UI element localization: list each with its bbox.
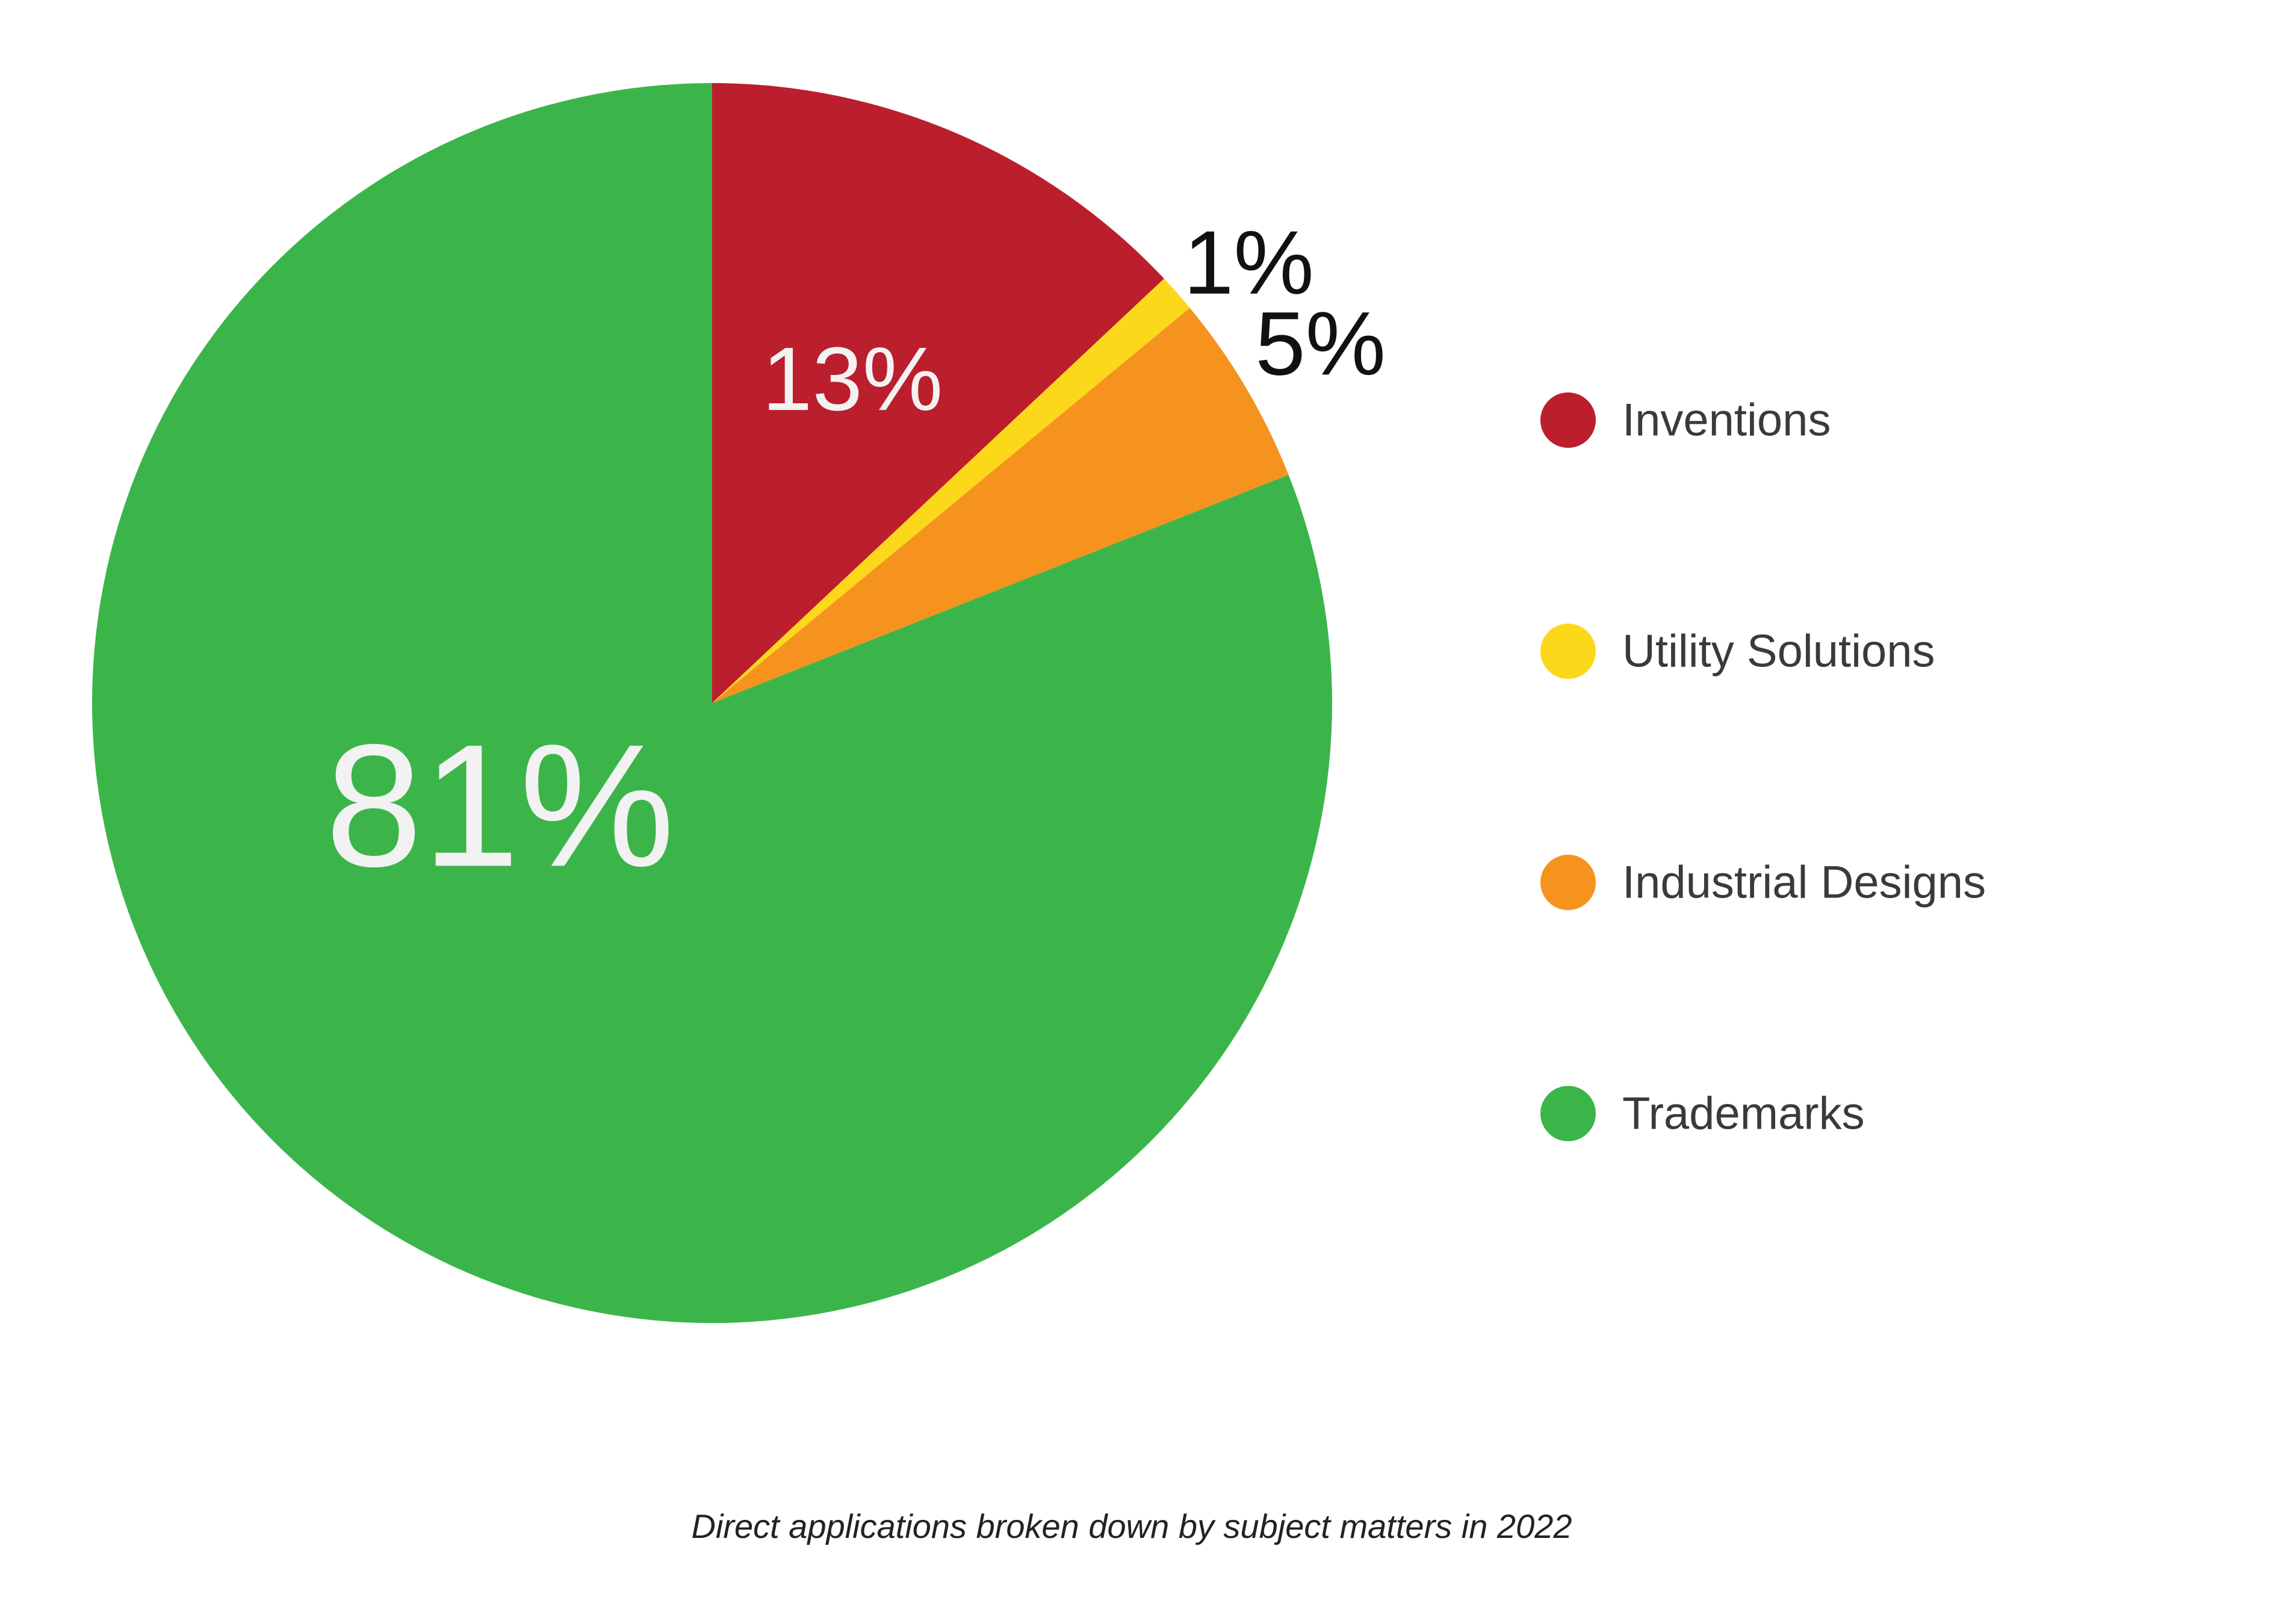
pie-slice-inventions	[712, 83, 1164, 703]
pie-slices	[91, 83, 1333, 1324]
slice-labels: 13% 1%5% 81%	[325, 212, 1386, 903]
slice-label-industrial-designs: 5%	[1255, 293, 1386, 394]
legend: Inventions Utility Solutions Industrial De…	[1540, 392, 1986, 1141]
legend-label-inventions: Inventions	[1622, 395, 1831, 446]
chart-caption: Direct applications broken down by subje…	[692, 1507, 1572, 1545]
legend-marker-industrial-designs	[1540, 855, 1596, 910]
slice-label-inventions: 13%	[762, 328, 943, 429]
pie-slice-utility-solutions	[712, 278, 1190, 703]
legend-label-industrial-designs: Industrial Designs	[1622, 857, 1986, 908]
pie-slice-trademarks	[91, 83, 1333, 1324]
slice-label-trademarks: 81%	[325, 708, 674, 903]
pie-slice-industrial-designs	[712, 308, 1289, 704]
slice-label-utility-solutions: 1%	[1183, 212, 1314, 313]
legend-marker-inventions	[1540, 392, 1596, 448]
legend-label-utility-solutions: Utility Solutions	[1622, 626, 1935, 677]
legend-marker-utility-solutions	[1540, 624, 1596, 679]
legend-marker-trademarks	[1540, 1086, 1596, 1141]
legend-label-trademarks: Trademarks	[1622, 1088, 1865, 1139]
